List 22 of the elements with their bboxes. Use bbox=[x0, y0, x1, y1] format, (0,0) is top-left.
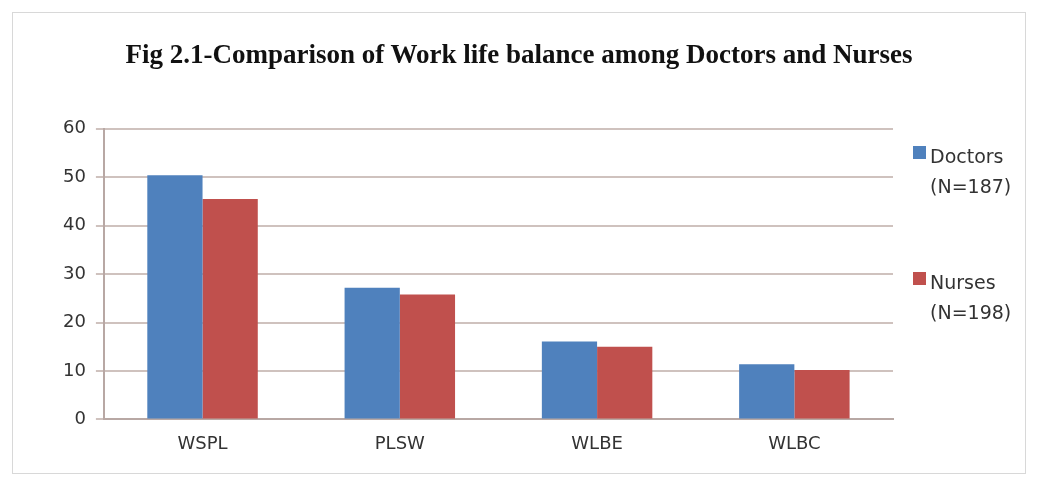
x-tick-label: WLBE bbox=[571, 431, 623, 453]
bar bbox=[794, 370, 850, 419]
y-tick-label: 50 bbox=[63, 164, 86, 186]
x-tick-label: WSPL bbox=[177, 431, 228, 453]
y-tick-label: 60 bbox=[63, 116, 86, 138]
y-tick-label: 20 bbox=[63, 310, 86, 332]
y-tick-label: 40 bbox=[63, 213, 86, 235]
x-tick-label: PLSW bbox=[374, 431, 426, 453]
y-tick-label: 10 bbox=[63, 358, 86, 380]
legend-label: Nurses (N=198) bbox=[930, 270, 1013, 325]
y-tick-label: 30 bbox=[63, 261, 86, 283]
x-tick-label: WLBC bbox=[768, 431, 821, 453]
bar bbox=[202, 199, 258, 419]
chart-title: Fig 2.1-Comparison of Work life balance among Doctors and Nurses bbox=[124, 39, 914, 70]
bar bbox=[541, 341, 598, 419]
bar bbox=[147, 175, 203, 419]
legend-label: Doctors (N=187) bbox=[930, 144, 1013, 199]
y-tick-label: 0 bbox=[74, 407, 86, 429]
bar bbox=[739, 364, 795, 419]
bar bbox=[597, 346, 653, 419]
bar bbox=[344, 287, 400, 419]
bar bbox=[399, 294, 456, 419]
